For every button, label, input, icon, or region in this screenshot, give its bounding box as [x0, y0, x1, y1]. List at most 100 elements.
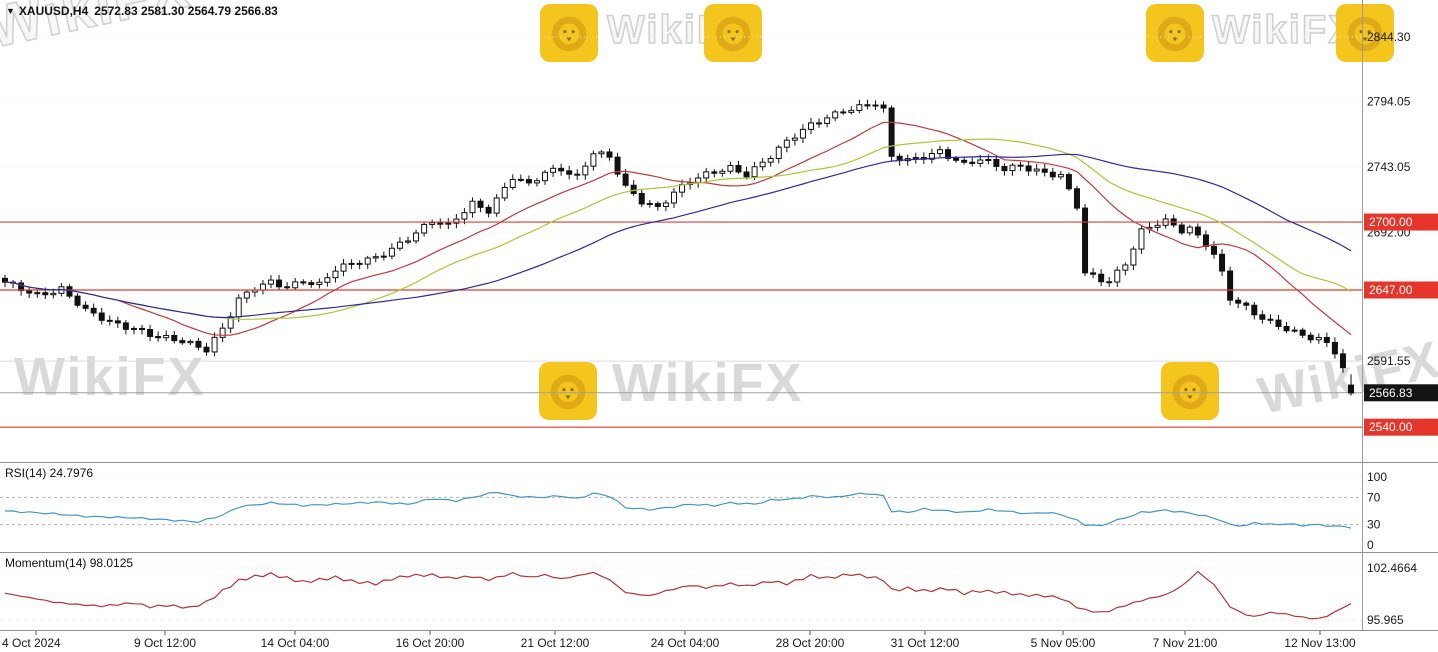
svg-text:2540.00: 2540.00: [1369, 420, 1413, 434]
candle: [477, 200, 484, 208]
candle: [799, 128, 806, 139]
rsi-panel: 100 70 30 0: [0, 470, 1387, 552]
candle: [469, 200, 476, 214]
candle: [1307, 334, 1314, 341]
candle: [912, 156, 919, 160]
candle: [171, 334, 178, 342]
wikifx-logo-icon: [1146, 4, 1204, 62]
time-axis-label: 9 Oct 12:00: [134, 636, 196, 650]
svg-text:2647.00: 2647.00: [1369, 283, 1413, 297]
candle: [380, 255, 387, 258]
price-gridlines: 2844.302794.052743.052692.002591.55: [0, 30, 1411, 368]
candle: [1122, 264, 1129, 271]
wikifx-watermark-text: WikiFX: [612, 352, 804, 414]
candle: [1348, 384, 1355, 394]
candle: [1154, 224, 1161, 228]
candle: [413, 232, 420, 242]
candle: [969, 161, 976, 164]
rsi-axis-label: 0: [1367, 538, 1374, 552]
candle: [1082, 207, 1089, 274]
candle: [155, 335, 162, 339]
candle: [574, 173, 581, 176]
candle: [864, 104, 871, 107]
candle: [437, 222, 444, 225]
candle: [187, 340, 194, 344]
ma-mid-line: [4, 138, 1352, 320]
candle: [928, 152, 935, 160]
time-axis-label: 12 Nov 13:00: [1284, 636, 1356, 650]
candle: [654, 203, 661, 207]
candle: [1243, 302, 1250, 306]
candle: [66, 286, 73, 297]
chart-header: ▼ XAUUSD,H4 2572.83 2581.30 2564.79 2566.8…: [6, 4, 284, 18]
candle: [74, 295, 81, 306]
candle: [372, 256, 379, 259]
wikifx-logo-icon: [1336, 4, 1394, 62]
chart-plot-area[interactable]: [0, 0, 1362, 462]
candle: [525, 179, 532, 184]
wikifx-watermark-text: WikiFX: [1211, 7, 1357, 53]
candle: [550, 167, 557, 173]
rsi-line: [4, 491, 1352, 529]
time-axis-label: 28 Oct 20:00: [776, 636, 845, 650]
candle: [445, 222, 452, 225]
price-scale[interactable]: [1363, 0, 1438, 630]
svg-text:2566.83: 2566.83: [1369, 386, 1413, 400]
candle: [582, 165, 589, 176]
candle: [1041, 168, 1048, 173]
time-axis-label: 14 Oct 04:00: [261, 636, 330, 650]
momentum-line: [4, 570, 1352, 620]
candle: [356, 262, 363, 265]
price-axis-label: 2794.05: [1367, 94, 1411, 108]
candle: [1049, 171, 1056, 178]
candle: [292, 281, 299, 289]
candle: [638, 192, 645, 205]
candle: [590, 153, 597, 167]
symbol-dropdown-icon[interactable]: ▼: [6, 6, 15, 16]
rsi-axis-label: 30: [1367, 518, 1381, 532]
candle: [493, 197, 500, 214]
candle: [808, 122, 814, 130]
candle: [267, 279, 274, 285]
svg-text:2700.00: 2700.00: [1369, 215, 1413, 229]
candle: [276, 279, 283, 288]
candle: [767, 157, 774, 163]
candle: [1017, 164, 1024, 167]
wikifx-logo-icon: [539, 362, 597, 420]
candle: [945, 149, 952, 159]
candle: [622, 173, 629, 186]
candle: [324, 277, 331, 283]
time-axis-label: 24 Oct 04:00: [651, 636, 720, 650]
momentum-axis-label: 102.4664: [1367, 561, 1417, 575]
candle: [1138, 228, 1145, 250]
candle: [606, 151, 613, 158]
candle: [727, 165, 734, 172]
candle: [1065, 174, 1072, 190]
candle: [759, 161, 766, 168]
price-label-box: [1364, 418, 1438, 436]
candle: [1299, 329, 1306, 336]
candle: [130, 327, 137, 330]
ma-slow-line: [4, 153, 1352, 319]
candle: [50, 292, 57, 296]
time-axis: 4 Oct 2024 9 Oct 12:00 14 Oct 04:00 16 Oct …: [2, 631, 1356, 650]
candle: [993, 159, 1000, 167]
candle: [332, 270, 339, 279]
candle: [316, 281, 323, 286]
candle: [388, 247, 395, 257]
candle: [1315, 336, 1322, 341]
candle: [114, 320, 121, 324]
candle: [1025, 165, 1032, 172]
candle: [1267, 318, 1274, 321]
candle: [396, 241, 403, 249]
candle: [646, 203, 653, 206]
time-axis-label: 4 Oct 2024: [2, 636, 61, 650]
price-axis-label: 2591.55: [1367, 354, 1411, 368]
time-scale[interactable]: [0, 631, 1438, 652]
candle: [147, 329, 154, 337]
price-label-box: [1364, 281, 1438, 299]
candle: [1323, 336, 1330, 343]
candle: [90, 307, 97, 314]
